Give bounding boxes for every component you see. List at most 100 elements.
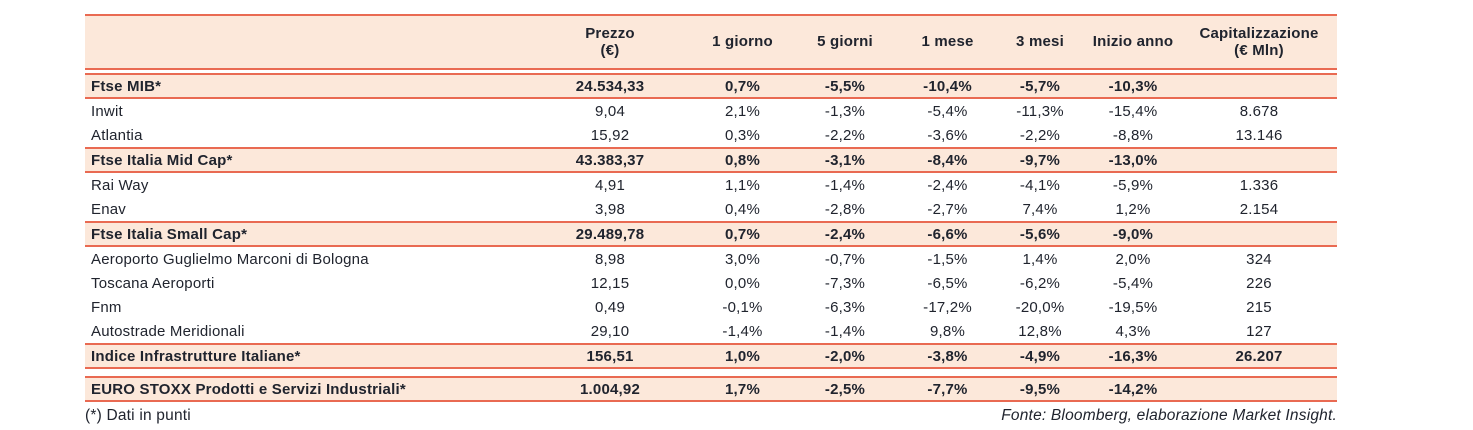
cell-inizio-anno: -14,2% <box>1108 380 1158 398</box>
column-header-3-mesi: 3 mesi <box>995 33 1085 50</box>
cell-1-mese: -3,8% <box>927 347 968 365</box>
cell-1-giorno: 0,7% <box>725 225 760 243</box>
column-header-label: 3 mesi <box>1016 33 1064 51</box>
cell-inizio-anno: -15,4% <box>1108 102 1158 120</box>
cell-inizio-anno: 4,3% <box>1115 322 1151 340</box>
cell-1-mese: -1,5% <box>927 250 968 268</box>
cell-1-mese: -10,4% <box>923 77 972 95</box>
table-row-stock-aeroporto-marconi-bologna: Aeroporto Guglielmo Marconi di Bologna 8… <box>85 247 1337 271</box>
cell-inizio-anno: 1,2% <box>1115 200 1151 218</box>
cell-1-giorno: 0,8% <box>725 151 760 169</box>
cell-prezzo: 4,91 <box>595 176 625 194</box>
cell-5-giorni: -7,3% <box>824 274 866 292</box>
row-name: Toscana Aeroporti <box>91 274 215 292</box>
cell-5-giorni: -2,0% <box>824 347 866 365</box>
cell-3-mesi: 7,4% <box>1022 200 1058 218</box>
column-header-sublabel: (€ Mln) <box>1234 42 1284 59</box>
cell-1-mese: -7,7% <box>927 380 968 398</box>
cell-1-giorno: 2,1% <box>725 102 760 120</box>
row-name: Aeroporto Guglielmo Marconi di Bologna <box>91 250 369 268</box>
footnote-dati-in-punti: (*) Dati in punti <box>85 407 191 424</box>
cell-5-giorni: -0,7% <box>824 250 866 268</box>
row-name: Indice Infrastrutture Italiane* <box>91 347 301 365</box>
cell-5-giorni: -1,3% <box>824 102 866 120</box>
cell-prezzo: 3,98 <box>595 200 625 218</box>
column-header-label: 5 giorni <box>817 33 873 51</box>
section-separator-gap <box>85 369 1337 376</box>
table-row-stock-autostrade-meridionali: Autostrade Meridionali 29,10 -1,4% -1,4%… <box>85 319 1337 343</box>
cell-prezzo: 43.383,37 <box>575 151 645 169</box>
cell-prezzo: 1.004,92 <box>580 380 640 398</box>
cell-capitalizzazione: 127 <box>1246 322 1272 340</box>
cell-5-giorni: -3,1% <box>824 151 866 169</box>
column-header-label: 1 mese <box>921 33 974 51</box>
cell-5-giorni: -2,2% <box>824 126 866 144</box>
cell-1-mese: -6,5% <box>927 274 968 292</box>
cell-prezzo: 24.534,33 <box>575 77 645 95</box>
table-row-stock-enav: Enav 3,98 0,4% -2,8% -2,7% 7,4% 1,2% 2.1… <box>85 197 1337 221</box>
cell-capitalizzazione: 226 <box>1246 274 1272 292</box>
row-name: EURO STOXX Prodotti e Servizi Industrial… <box>91 380 406 398</box>
row-name: Rai Way <box>91 176 149 194</box>
column-header-label: Prezzo <box>585 24 635 42</box>
column-header-inizio-anno: Inizio anno <box>1085 33 1181 50</box>
cell-3-mesi: -5,6% <box>1019 225 1061 243</box>
cell-capitalizzazione: 1.336 <box>1239 176 1279 194</box>
row-name: Ftse Italia Small Cap* <box>91 225 248 243</box>
column-header-sublabel: (€) <box>600 42 620 59</box>
cell-1-mese: -5,4% <box>927 102 968 120</box>
table-row-index-euro-stoxx-industriali: EURO STOXX Prodotti e Servizi Industrial… <box>85 376 1337 402</box>
column-header-5-giorni: 5 giorni <box>790 33 900 50</box>
cell-5-giorni: -1,4% <box>824 322 866 340</box>
cell-capitalizzazione: 13.146 <box>1235 126 1283 144</box>
cell-3-mesi: -9,7% <box>1019 151 1061 169</box>
cell-3-mesi: -4,1% <box>1019 176 1061 194</box>
cell-3-mesi: -6,2% <box>1019 274 1061 292</box>
cell-1-giorno: 1,1% <box>725 176 760 194</box>
cell-inizio-anno: -5,4% <box>1112 274 1154 292</box>
table-row-index-ftse-mib: Ftse MIB* 24.534,33 0,7% -5,5% -10,4% -5… <box>85 73 1337 99</box>
cell-3-mesi: -5,7% <box>1019 77 1061 95</box>
column-header-label: 1 giorno <box>712 33 773 51</box>
cell-capitalizzazione: 26.207 <box>1235 347 1283 365</box>
cell-5-giorni: -2,5% <box>824 380 866 398</box>
cell-inizio-anno: -16,3% <box>1108 347 1158 365</box>
table-row-stock-rai-way: Rai Way 4,91 1,1% -1,4% -2,4% -4,1% -5,9… <box>85 173 1337 197</box>
cell-1-giorno: 1,0% <box>725 347 760 365</box>
column-header-1-giorno: 1 giorno <box>695 33 790 50</box>
row-name: Fnm <box>91 298 122 316</box>
cell-5-giorni: -2,8% <box>824 200 866 218</box>
cell-3-mesi: -2,2% <box>1019 126 1061 144</box>
source-attribution: Fonte: Bloomberg, elaborazione Market In… <box>1001 407 1337 424</box>
cell-prezzo: 8,98 <box>595 250 625 268</box>
cell-5-giorni: -2,4% <box>824 225 866 243</box>
cell-inizio-anno: -5,9% <box>1112 176 1154 194</box>
cell-prezzo: 29.489,78 <box>575 225 645 243</box>
cell-1-giorno: 0,4% <box>725 200 760 218</box>
cell-1-mese: -2,7% <box>927 200 968 218</box>
column-header-label: Capitalizzazione <box>1199 24 1319 42</box>
cell-prezzo: 15,92 <box>590 126 630 144</box>
table-row-stock-fnm: Fnm 0,49 -0,1% -6,3% -17,2% -20,0% -19,5… <box>85 295 1337 319</box>
cell-3-mesi: -11,3% <box>1016 102 1064 120</box>
column-header-prezzo: Prezzo (€) <box>525 25 695 60</box>
row-name: Ftse MIB* <box>91 77 162 95</box>
row-name: Autostrade Meridionali <box>91 322 245 340</box>
cell-inizio-anno: -10,3% <box>1108 77 1158 95</box>
cell-3-mesi: -20,0% <box>1015 298 1065 316</box>
cell-prezzo: 0,49 <box>595 298 625 316</box>
cell-3-mesi: 12,8% <box>1018 322 1062 340</box>
cell-inizio-anno: -19,5% <box>1108 298 1158 316</box>
cell-inizio-anno: -8,8% <box>1112 126 1154 144</box>
row-name: Inwit <box>91 102 123 120</box>
table-footer: (*) Dati in punti Fonte: Bloomberg, elab… <box>85 404 1337 425</box>
cell-3-mesi: 1,4% <box>1022 250 1058 268</box>
table-row-index-infrastrutture-italiane: Indice Infrastrutture Italiane* 156,51 1… <box>85 343 1337 369</box>
table-row-stock-inwit: Inwit 9,04 2,1% -1,3% -5,4% -11,3% -15,4… <box>85 99 1337 123</box>
cell-1-mese: -3,6% <box>927 126 968 144</box>
cell-inizio-anno: -9,0% <box>1112 225 1154 243</box>
cell-3-mesi: -9,5% <box>1019 380 1061 398</box>
cell-prezzo: 156,51 <box>586 347 634 365</box>
column-header-capitalizzazione: Capitalizzazione (€ Mln) <box>1181 25 1337 60</box>
